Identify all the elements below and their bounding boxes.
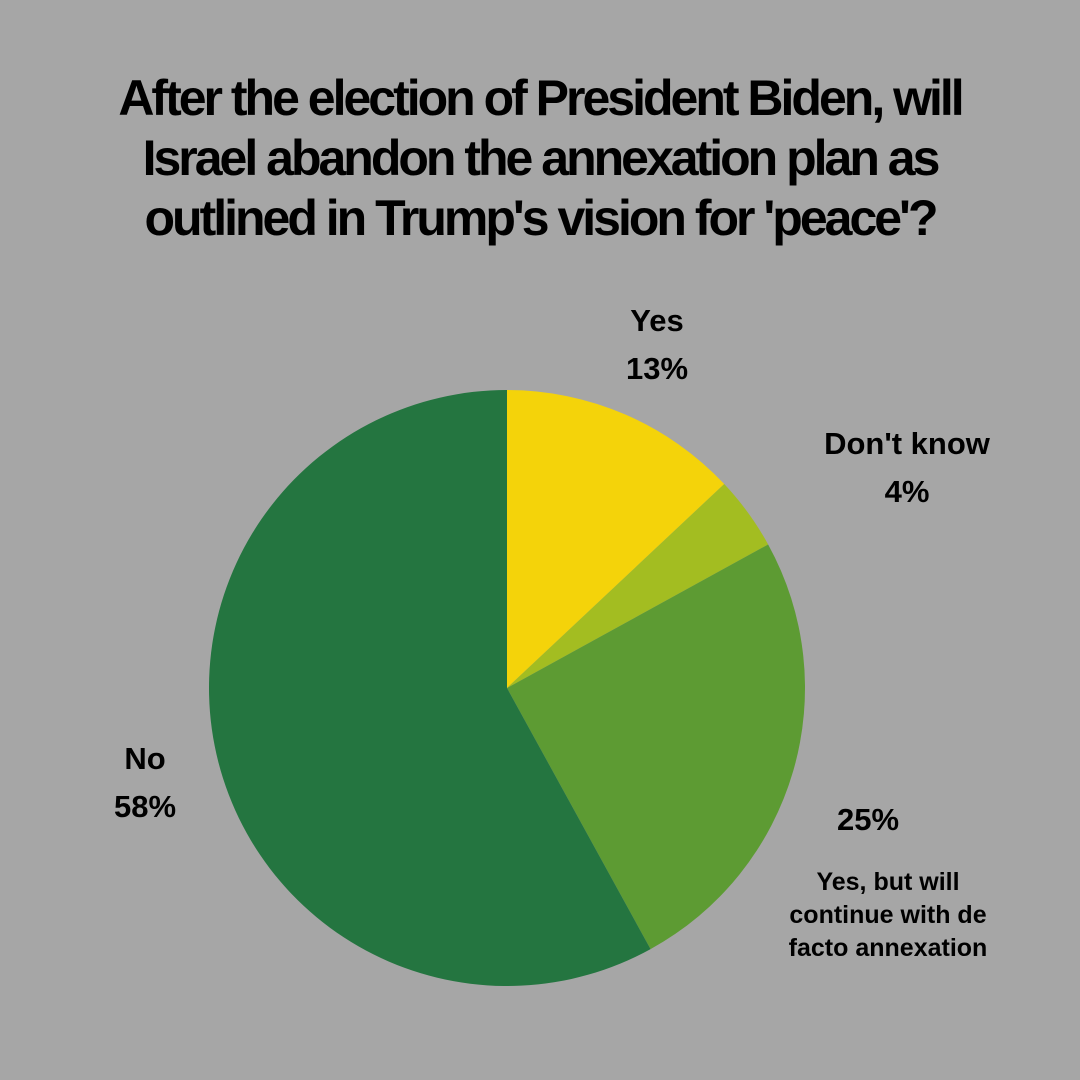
pie-slice-no bbox=[208, 390, 651, 986]
slice-label-no-value: 58% bbox=[113, 789, 177, 824]
slice-label-dont-know: Don't know 4% bbox=[787, 420, 1027, 516]
chart-title-line-3: outlined in Trump's vision for 'peace'? bbox=[144, 190, 938, 246]
pie-slice-yes bbox=[507, 390, 725, 688]
slice-label-yes-but-name: Yes, but will continue with de facto ann… bbox=[768, 866, 1008, 965]
pie-slice-don-t-know bbox=[507, 484, 769, 688]
chart-title: After the election of President Biden, w… bbox=[60, 68, 1020, 248]
slice-label-dont-know-name: Don't know bbox=[824, 426, 990, 461]
slice-label-no: No 58% bbox=[85, 735, 205, 831]
slice-label-yes-but-line-3: facto annexation bbox=[788, 934, 988, 962]
pie-slice-yes-but-will-continue-with-de-facto-annexation bbox=[507, 544, 805, 950]
slice-label-no-name: No bbox=[124, 741, 166, 776]
slice-label-yes-name: Yes bbox=[630, 303, 684, 338]
slice-label-yes-value: 13% bbox=[625, 351, 689, 386]
slice-label-yes-but-line-2: continue with de bbox=[789, 901, 987, 929]
slice-label-yes-but-value: 25% bbox=[788, 796, 948, 844]
slice-label-yes-but-line-1: Yes, but will bbox=[816, 868, 960, 896]
slice-label-dont-know-value: 4% bbox=[884, 474, 930, 509]
slice-value-yes-but: 25% bbox=[836, 802, 900, 837]
slice-label-yes: Yes 13% bbox=[557, 297, 757, 393]
chart-title-line-1: After the election of President Biden, w… bbox=[118, 70, 964, 126]
chart-title-line-2: Israel abandon the annexation plan as bbox=[142, 130, 941, 186]
